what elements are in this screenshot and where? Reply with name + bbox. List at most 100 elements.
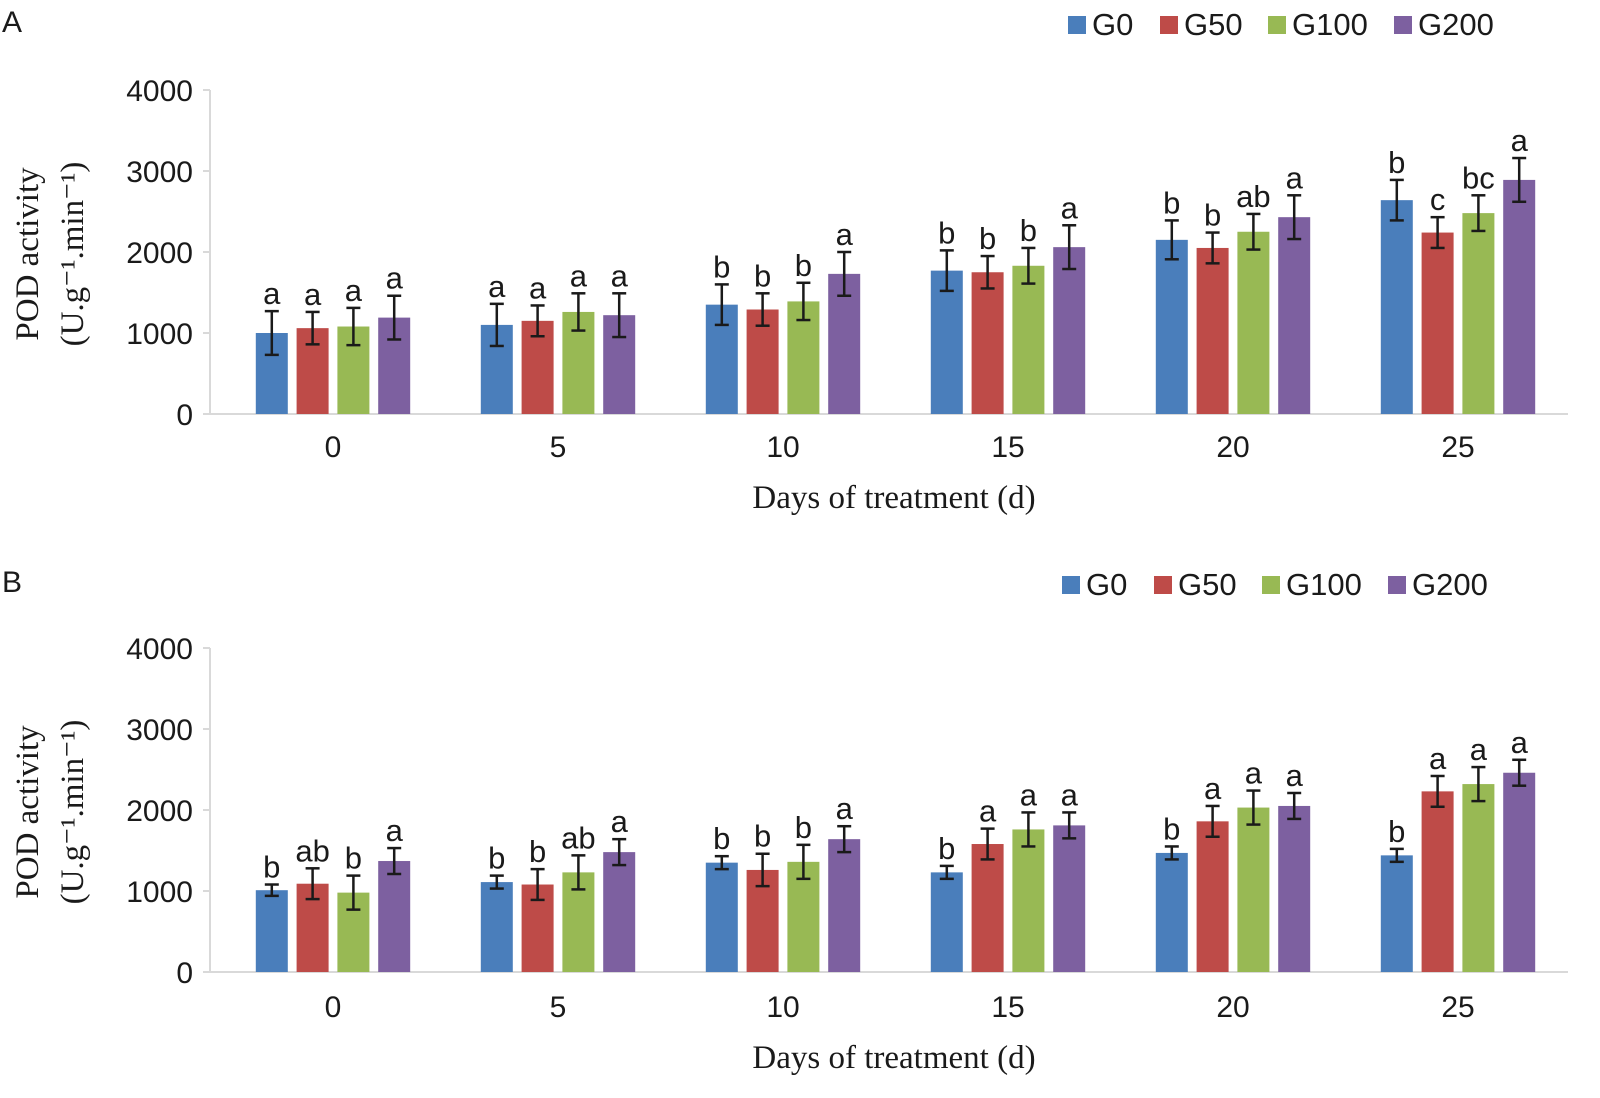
- chart-a-error-bar-g100-day-0: [346, 306, 361, 347]
- chart-a-group-day-10: b b ba: [705, 217, 861, 414]
- chart-a-error-bar-g200-day-25: [1512, 156, 1527, 204]
- chart-a-sig-letter-g100-day-10: b: [795, 248, 812, 283]
- chart-b-error-bar-g0-day-0: [264, 883, 279, 898]
- chart-a-error-bar-g100-day-10: [796, 281, 811, 322]
- chart-a-bar-g0-day-15: [930, 270, 963, 414]
- chart-a-bar-g200-day-25: [1503, 179, 1536, 414]
- chart-a-sig-letter-g50-day-5: a: [529, 270, 547, 305]
- chart-a-error-bar-g0-day-20: [1164, 219, 1179, 261]
- chart-a-sig-letter-g100-day-0: a: [345, 273, 363, 308]
- chart-a-legend-swatch-g200: [1394, 16, 1412, 34]
- chart-a-sig-letter-g50-day-20: b: [1204, 198, 1221, 233]
- chart-b-bar-g100-day-25: [1462, 784, 1495, 972]
- chart-b-error-bar-g0-day-10: [714, 854, 729, 871]
- chart-a-sig-letter-g50-day-10: b: [754, 258, 771, 293]
- chart-b-sig-letter-g200-day-20: a: [1286, 758, 1304, 793]
- chart-a-x-tick-label-20: 20: [1216, 431, 1249, 464]
- chart-a-sig-letter-g200-day-25: a: [1511, 123, 1529, 158]
- chart-b-sig-letter-g100-day-20: a: [1245, 756, 1263, 791]
- chart-b-bar-g0-day-0: [255, 890, 288, 972]
- chart-b-group-day-20: ba a a: [1155, 756, 1311, 972]
- chart-b-error-bar-g0-day-20: [1164, 845, 1179, 861]
- chart-a-y-axis-label: POD activity (U.g⁻¹.min⁻¹): [10, 162, 91, 347]
- chart-b-bar-g200-day-25: [1503, 772, 1536, 972]
- chart-a-error-bar-g200-day-0: [387, 294, 402, 341]
- chart-a-group-day-15: b b ba: [930, 190, 1086, 414]
- chart-b-error-bar-g100-day-20: [1246, 789, 1261, 826]
- chart-a-bar-g200-day-20: [1278, 217, 1311, 414]
- chart-a-svg: A G0 G50 G100 G200 0 1000 2000 3000 4000 POD activ…: [2, 6, 1568, 516]
- chart-a-error-bar-g200-day-20: [1287, 194, 1302, 241]
- chart-a-error-bar-g100-day-25: [1471, 194, 1486, 233]
- chart-a-legend-label-g50: G50: [1184, 7, 1243, 42]
- chart-a-bar-g100-day-15: [1012, 265, 1045, 414]
- chart-a-error-bar-g50-day-0: [305, 310, 320, 346]
- chart-b-sig-letter-g100-day-5: ab: [561, 820, 595, 855]
- chart-a-panel-label: A: [2, 6, 22, 39]
- chart-b-legend-label-g50: G50: [1178, 567, 1237, 602]
- chart-a-error-bar-g200-day-5: [612, 292, 627, 339]
- chart-a-bar-g50-day-15: [971, 272, 1004, 414]
- chart-b-sig-letter-g50-day-20: a: [1204, 771, 1222, 806]
- chart-b-bar-g200-day-10: [828, 839, 861, 972]
- chart-b-error-bar-g200-day-20: [1287, 791, 1302, 821]
- chart-a-sig-letter-g200-day-15: a: [1061, 190, 1079, 225]
- chart-a-bar-g100-day-25: [1462, 213, 1495, 414]
- chart-b-error-bar-g0-day-5: [489, 874, 504, 890]
- chart-b-bar-g200-day-5: [603, 852, 636, 972]
- chart-b-bar-g200-day-20: [1278, 805, 1311, 972]
- chart-a-x-tick-label-15: 15: [991, 431, 1024, 464]
- chart-a-bar-g200-day-10: [828, 273, 861, 414]
- chart-b-y-axis-label-line1: POD activity: [10, 725, 46, 899]
- chart-b-error-bar-g200-day-0: [387, 846, 402, 876]
- chart-a-y-tick-label-3000: 3000: [126, 156, 193, 189]
- chart-b-bar-g0-day-10: [705, 862, 738, 972]
- chart-a-error-bar-g50-day-10: [755, 292, 770, 327]
- chart-b-legend-label-g100: G100: [1286, 567, 1362, 602]
- chart-b-error-bar-g100-day-5: [571, 854, 586, 891]
- chart-b-error-bar-g100-day-25: [1471, 765, 1486, 803]
- chart-b-error-bar-g200-day-5: [612, 837, 627, 867]
- chart-b-x-tick-label-15: 15: [991, 991, 1024, 1024]
- chart-a-y-axis-label-line2: (U.g⁻¹.min⁻¹): [55, 162, 91, 347]
- chart-b-legend-swatch-g0: [1062, 576, 1080, 594]
- chart-a-y-tick-label-0: 0: [176, 399, 193, 432]
- chart-a-error-bar-g200-day-10: [837, 250, 852, 297]
- chart-a-x-tick-label-25: 25: [1441, 431, 1474, 464]
- chart-a-sig-letter-g200-day-20: a: [1286, 160, 1304, 195]
- chart-a-sig-letter-g200-day-5: a: [611, 258, 629, 293]
- chart-a-x-tick-label-10: 10: [766, 431, 799, 464]
- chart-b-legend-label-g0: G0: [1086, 567, 1127, 602]
- chart-a-sig-letter-g200-day-0: a: [386, 261, 404, 296]
- chart-a-sig-letter-g0-day-20: b: [1163, 185, 1180, 220]
- chart-b-error-bar-g50-day-0: [305, 867, 320, 901]
- chart-a-error-bar-g0-day-25: [1389, 178, 1404, 222]
- chart-b-x-axis-label: Days of treatment (d): [752, 1040, 1035, 1076]
- chart-b-sig-letter-g0-day-25: b: [1388, 814, 1405, 849]
- chart-a-sig-letter-g200-day-10: a: [836, 217, 854, 252]
- chart-b-bar-g50-day-25: [1421, 791, 1454, 972]
- chart-a-sig-letter-g50-day-25: c: [1430, 182, 1446, 217]
- chart-a-sig-letter-g50-day-15: b: [979, 221, 996, 256]
- chart-b-error-bar-g0-day-25: [1389, 847, 1404, 864]
- chart-b-error-bar-g50-day-25: [1430, 774, 1445, 809]
- chart-b-svg: B G0 G50 G100 G200 0 1000 2000 3000 4000 POD activ…: [2, 566, 1568, 1076]
- chart-b-sig-letter-g100-day-25: a: [1470, 732, 1488, 767]
- chart-a-legend-label-g0: G0: [1092, 7, 1133, 42]
- chart-b-sig-letter-g50-day-15: a: [979, 794, 997, 829]
- chart-a-sig-letter-g50-day-0: a: [304, 277, 322, 312]
- chart-a-sig-letter-g0-day-5: a: [488, 269, 506, 304]
- chart-a-legend-swatch-g0: [1068, 16, 1086, 34]
- chart-a-sig-letter-g0-day-0: a: [263, 276, 281, 311]
- chart-a-sig-letter-g100-day-20: ab: [1236, 179, 1270, 214]
- chart-b-error-bar-g200-day-10: [837, 824, 852, 854]
- chart-b-bar-g0-day-15: [930, 872, 963, 972]
- chart-a-error-bar-g100-day-20: [1246, 212, 1261, 251]
- chart-b-legend-swatch-g100: [1262, 576, 1280, 594]
- chart-b-sig-letter-g200-day-0: a: [386, 813, 404, 848]
- chart-b-sig-letter-g100-day-10: b: [795, 810, 812, 845]
- chart-b-bar-g50-day-20: [1196, 821, 1229, 972]
- chart-b-sig-letter-g200-day-10: a: [836, 791, 854, 826]
